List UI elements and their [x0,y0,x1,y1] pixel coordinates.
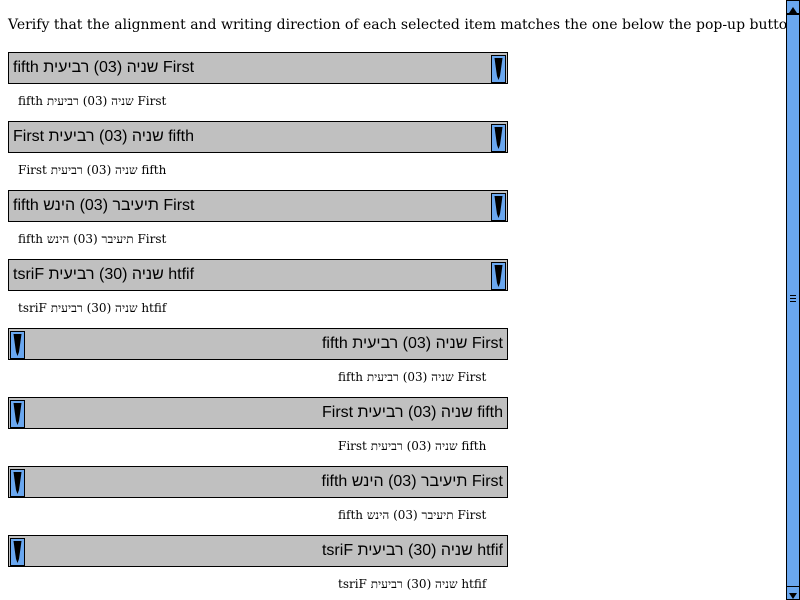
dropdown-arrow-icon[interactable] [491,262,506,290]
popup-button[interactable]: tsriF שניה (30) רביעית htfif [8,259,508,291]
dropdown-arrow-icon[interactable] [491,55,506,83]
dropdown-arrow-icon[interactable] [491,124,506,152]
popup-selected-item: fifth תיעיבר (03) הינש First [13,197,195,214]
popup-button[interactable]: fifth שניה (03) רביעית First [8,328,508,360]
vertical-scrollbar[interactable] [786,0,800,600]
popup-button[interactable]: First שניה (03) רביעית fifth [8,397,508,429]
expected-item-label: First שניה (03) רביעית fifth [18,163,167,177]
expected-item-label: fifth שניה (03) רביעית First [338,370,487,384]
dropdown-arrow-icon[interactable] [10,400,25,428]
popup-selected-item: tsriF שניה (30) רביעית htfif [13,266,195,283]
popup-selected-item: First שניה (03) רביעית fifth [321,404,503,421]
dropdown-arrow-icon[interactable] [10,538,25,566]
scroll-up-arrow-icon[interactable] [786,0,800,14]
dropdown-arrow-icon[interactable] [10,331,25,359]
scrollbar-thumb[interactable] [786,14,800,588]
popup-selected-item: fifth שניה (03) רביעית First [321,335,503,352]
dropdown-arrow-icon[interactable] [491,193,506,221]
expected-item-label: tsriF שניה (30) רביעית htfif [18,301,167,315]
popup-button[interactable]: fifth תיעיבר (03) הינש First [8,190,508,222]
scroll-down-arrow-icon[interactable] [786,586,800,600]
popup-button[interactable]: First שניה (03) רביעית fifth [8,121,508,153]
expected-item-label: tsriF שניה (30) רביעית htfif [338,577,487,591]
popup-selected-item: tsriF שניה (30) רביעית htfif [321,542,503,559]
instruction-text: Verify that the alignment and writing di… [8,17,800,33]
popup-button[interactable]: tsriF שניה (30) רביעית htfif [8,535,508,567]
expected-item-label: fifth תיעיבר (03) הינש First [18,232,167,246]
expected-item-label: First שניה (03) רביעית fifth [338,439,487,453]
popup-button[interactable]: fifth תיעיבר (03) הינש First [8,466,508,498]
dropdown-arrow-icon[interactable] [10,469,25,497]
expected-item-label: fifth תיעיבר (03) הינש First [338,508,487,522]
expected-item-label: fifth שניה (03) רביעית First [18,94,167,108]
popup-selected-item: fifth שניה (03) רביעית First [13,59,195,76]
popup-selected-item: First שניה (03) רביעית fifth [13,128,195,145]
popup-selected-item: fifth תיעיבר (03) הינש First [321,473,503,490]
popup-button[interactable]: fifth שניה (03) רביעית First [8,52,508,84]
